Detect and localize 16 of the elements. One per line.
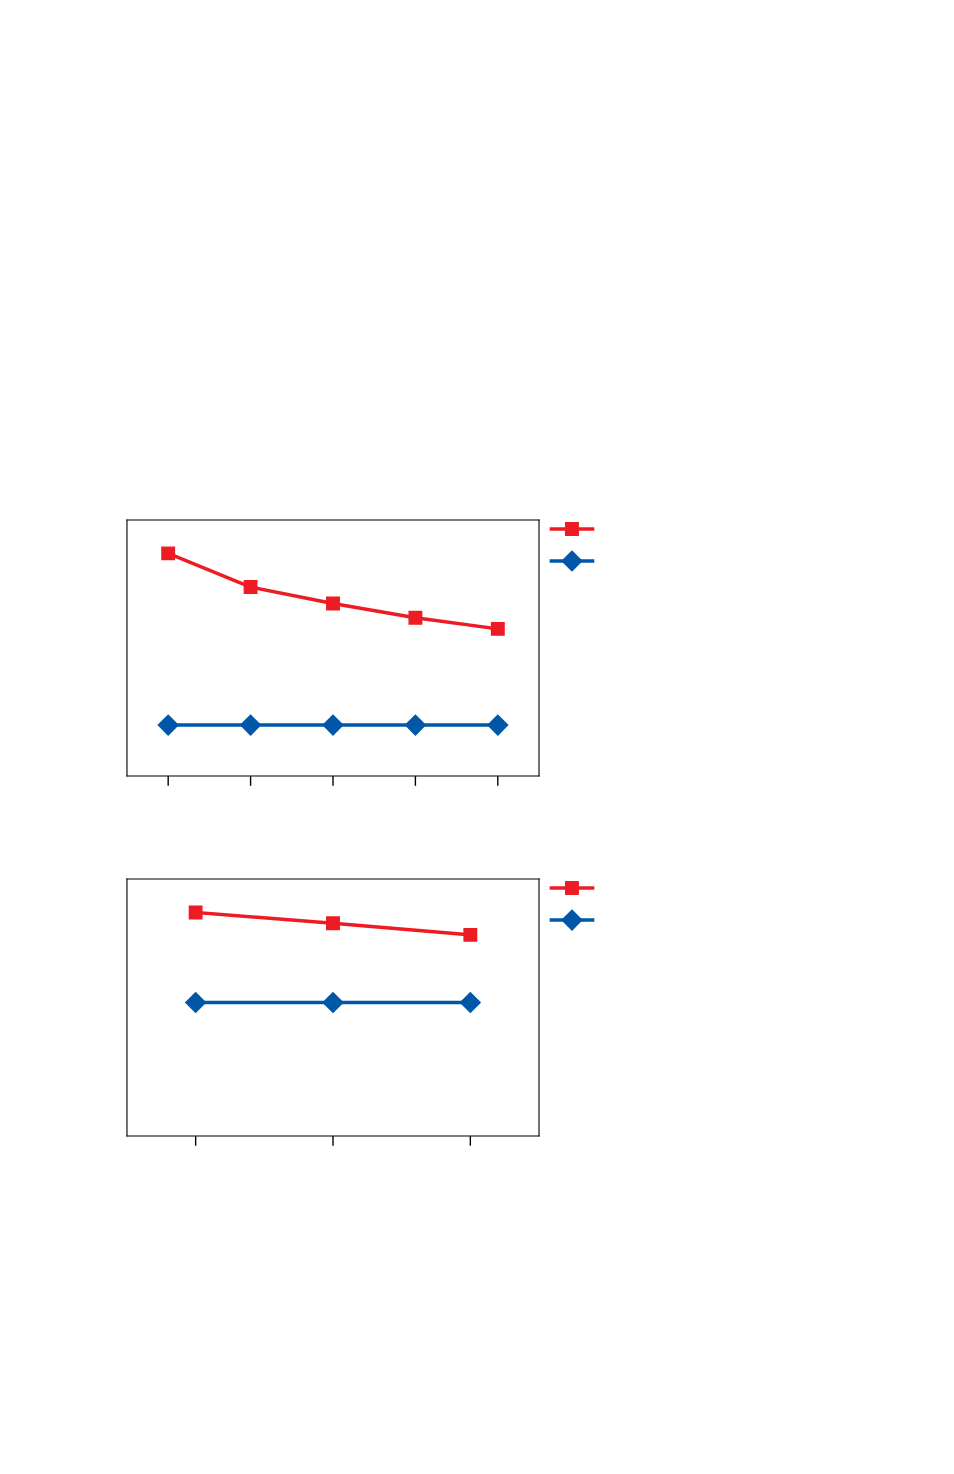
point [161, 546, 176, 561]
point [188, 905, 203, 920]
point [157, 714, 179, 736]
point [185, 992, 207, 1014]
point [490, 621, 505, 636]
point [326, 916, 340, 931]
point [404, 714, 426, 736]
point [408, 610, 423, 625]
point [463, 927, 478, 942]
point [240, 714, 262, 736]
point [326, 596, 340, 611]
point [487, 714, 509, 736]
point [243, 580, 258, 594]
point [322, 992, 344, 1014]
point [322, 714, 344, 736]
point [459, 992, 481, 1014]
